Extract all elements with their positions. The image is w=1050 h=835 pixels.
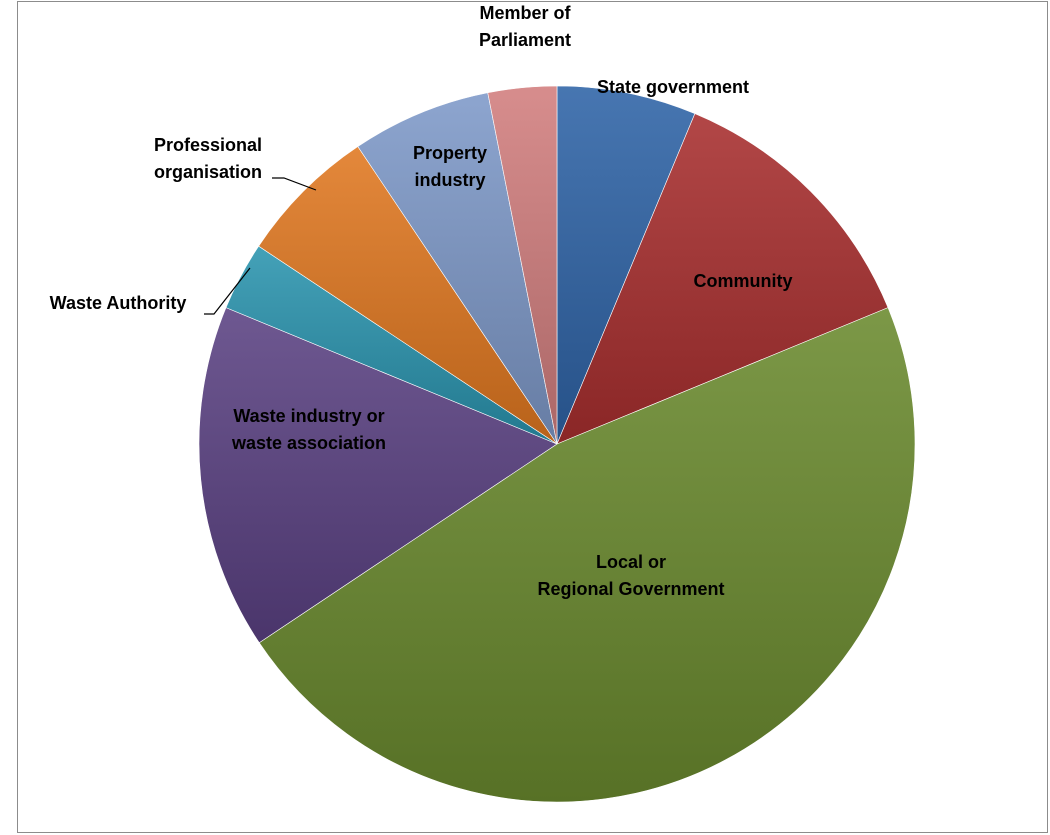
- pie-slice-professional-organisation: [258, 146, 558, 445]
- pie-slice-member-of-parliament: [487, 85, 558, 445]
- pie-slice-state-government: [556, 85, 696, 445]
- pie-labels: State government Community Local or Regio…: [50, 3, 793, 599]
- pie-slice-waste-industry-or-waste-association: [198, 307, 558, 644]
- pie-slices: [198, 85, 916, 803]
- label-local-or-regional-government: Local or Regional Government: [537, 552, 724, 599]
- label-professional-organisation: Professional organisation: [154, 135, 262, 182]
- leader-line-waste-authority: [204, 267, 251, 315]
- pie-slice-community: [556, 113, 889, 445]
- label-waste-authority: Waste Authority: [50, 293, 187, 313]
- leader-line-professional-organisation: [272, 177, 317, 191]
- pie-slice-local-or-regional-government: [258, 307, 916, 803]
- label-community: Community: [694, 271, 793, 291]
- label-property-industry: Property industry: [413, 143, 487, 190]
- label-state-government: State government: [597, 77, 749, 97]
- pie-slice-property-industry: [357, 92, 558, 445]
- leader-lines: [204, 177, 317, 315]
- label-member-of-parliament: Member of Parliament: [479, 3, 572, 50]
- label-waste-industry: Waste industry or waste association: [231, 406, 386, 453]
